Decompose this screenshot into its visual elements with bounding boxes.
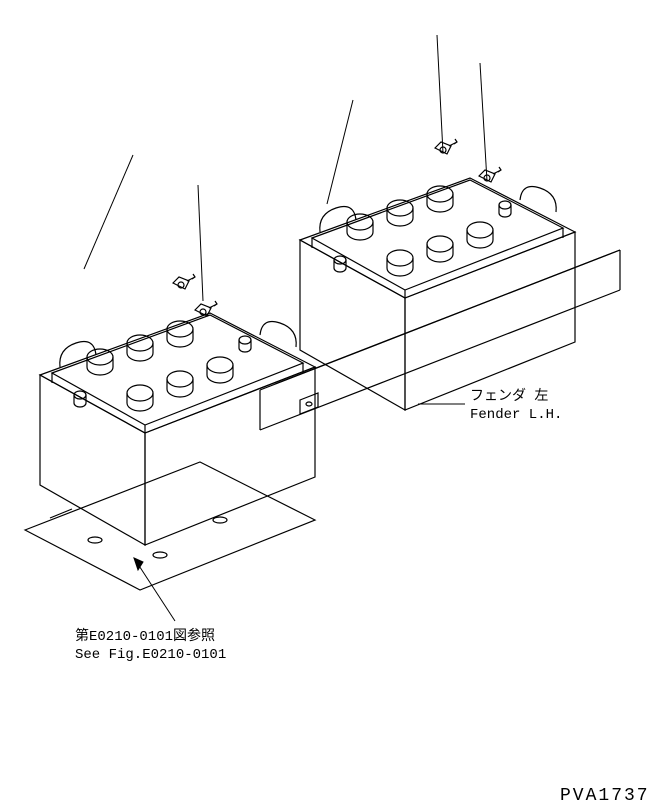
drawing-id: PVA1737 bbox=[560, 786, 650, 806]
leader-lines bbox=[84, 35, 487, 301]
terminal-clamp-left-1 bbox=[173, 274, 195, 289]
parts-diagram: フェンダ 左 Fender L.H. 第E0210-0101図参照 See Fi… bbox=[0, 0, 660, 807]
terminal-clamp-left-2 bbox=[195, 301, 217, 316]
see-fig-label-jp: 第E0210-0101図参照 bbox=[75, 627, 215, 645]
fender-rail bbox=[260, 250, 620, 430]
battery-right bbox=[300, 178, 575, 410]
battery-left bbox=[40, 313, 315, 545]
terminal-clamp-right-2 bbox=[479, 167, 501, 182]
fender-label-jp: フェンダ 左 bbox=[470, 388, 548, 405]
fender-label-en: Fender L.H. bbox=[470, 407, 562, 423]
base-plate bbox=[25, 462, 315, 590]
see-fig-label-en: See Fig.E0210-0101 bbox=[75, 647, 226, 663]
terminal-clamp-right-1 bbox=[435, 139, 457, 154]
